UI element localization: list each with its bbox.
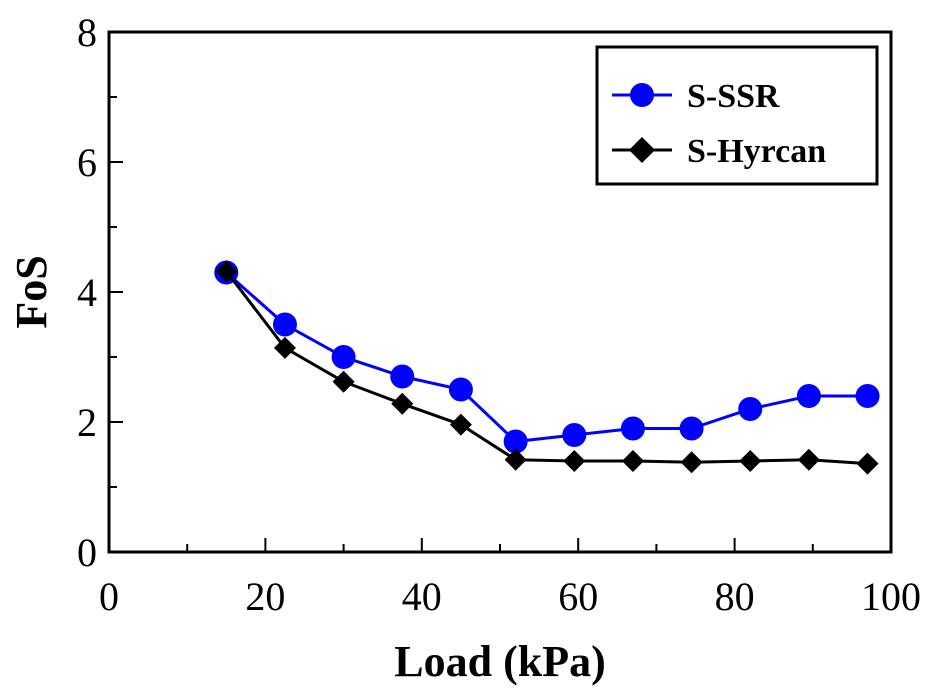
data-point-s-ssr	[448, 377, 473, 402]
data-point-s-ssr	[855, 384, 880, 408]
data-point-s-hyrcan	[391, 392, 414, 415]
series-line-s-hyrcan	[225, 270, 868, 466]
x-axis-title: Load (kPa)	[394, 637, 605, 686]
data-point-s-hyrcan	[449, 413, 472, 436]
data-point-s-hyrcan	[273, 336, 296, 359]
series-layer	[214, 260, 880, 475]
data-point-s-hyrcan	[680, 451, 703, 474]
data-point-s-ssr	[796, 384, 821, 408]
y-axis-title: FoS	[7, 255, 56, 328]
data-point-s-hyrcan	[856, 452, 879, 475]
legend-label-s-ssr: S-SSR	[687, 78, 780, 115]
y-tick-label: 8	[77, 10, 97, 55]
x-tick-label: 0	[99, 574, 119, 619]
y-tick-label: 6	[77, 140, 97, 185]
data-point-s-ssr	[620, 416, 645, 441]
legend: S-SSR S-Hyrcan	[595, 45, 879, 186]
x-tick-label: 60	[558, 574, 598, 619]
data-point-s-ssr	[503, 429, 528, 454]
data-point-s-ssr	[272, 312, 297, 337]
legend-label-s-hyrcan: S-Hyrcan	[687, 133, 826, 170]
data-point-s-hyrcan	[563, 450, 586, 472]
legend-marker-s-ssr	[630, 83, 654, 107]
data-point-s-ssr	[331, 345, 356, 369]
y-tick-label: 0	[77, 530, 97, 575]
axis-ticks	[108, 31, 892, 553]
x-tick-label: 100	[861, 574, 921, 619]
data-point-s-hyrcan	[504, 448, 527, 471]
tick-labels: 0 20 40 60 80 100 0 2 4 6 8	[77, 10, 921, 619]
x-tick-label: 80	[715, 574, 755, 619]
x-tick-label: 20	[245, 574, 285, 619]
data-point-s-ssr	[390, 364, 415, 389]
data-point-s-ssr	[562, 423, 587, 447]
series-line-s-ssr	[225, 271, 868, 444]
data-point-s-hyrcan	[797, 448, 820, 471]
data-point-s-hyrcan	[739, 450, 762, 472]
data-point-s-ssr	[738, 397, 763, 421]
data-point-s-ssr	[679, 416, 704, 441]
y-tick-label: 2	[77, 400, 97, 445]
y-tick-label: 4	[77, 270, 97, 315]
legend-marker-s-hyrcan	[629, 137, 655, 163]
x-tick-label: 40	[402, 574, 442, 619]
data-point-s-hyrcan	[621, 450, 644, 472]
data-point-s-hyrcan	[215, 260, 238, 283]
data-point-s-hyrcan	[332, 370, 355, 393]
